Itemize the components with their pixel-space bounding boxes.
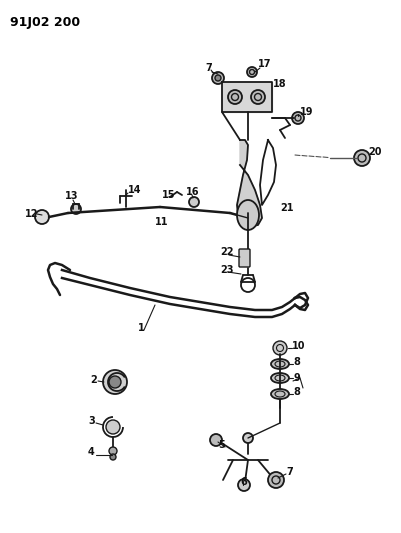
FancyBboxPatch shape (239, 249, 250, 267)
Circle shape (109, 447, 117, 455)
Text: 8: 8 (293, 357, 300, 367)
Ellipse shape (271, 359, 289, 369)
Text: 20: 20 (368, 147, 381, 157)
Text: 11: 11 (155, 217, 168, 227)
Text: 4: 4 (88, 447, 95, 457)
Text: 3: 3 (88, 416, 95, 426)
Circle shape (251, 90, 265, 104)
Text: 5: 5 (218, 440, 225, 450)
Text: 12: 12 (25, 209, 38, 219)
Text: 2: 2 (90, 375, 97, 385)
Circle shape (71, 204, 81, 214)
Text: 22: 22 (220, 247, 233, 257)
Circle shape (109, 376, 121, 388)
Text: 10: 10 (292, 341, 306, 351)
Circle shape (273, 341, 287, 355)
Text: 23: 23 (220, 265, 233, 275)
Circle shape (354, 150, 370, 166)
Text: 8: 8 (293, 387, 300, 397)
Circle shape (247, 67, 257, 77)
Polygon shape (237, 140, 262, 226)
Circle shape (292, 112, 304, 124)
Circle shape (210, 434, 222, 446)
Text: 15: 15 (162, 190, 176, 200)
Text: 21: 21 (280, 203, 294, 213)
Text: 1: 1 (138, 323, 145, 333)
Text: 16: 16 (186, 187, 200, 197)
Text: 18: 18 (273, 79, 287, 89)
Circle shape (243, 433, 253, 443)
Circle shape (189, 197, 199, 207)
Text: 19: 19 (300, 107, 314, 117)
Circle shape (215, 75, 221, 81)
Ellipse shape (271, 373, 289, 383)
Text: 7: 7 (205, 63, 212, 73)
Circle shape (238, 479, 250, 491)
Text: 14: 14 (128, 185, 142, 195)
Polygon shape (222, 82, 272, 112)
Text: 17: 17 (258, 59, 271, 69)
Ellipse shape (237, 200, 259, 230)
Text: 6: 6 (240, 477, 247, 487)
Ellipse shape (271, 389, 289, 399)
Circle shape (106, 420, 120, 434)
Circle shape (212, 72, 224, 84)
Text: 9: 9 (293, 373, 300, 383)
Text: 91J02 200: 91J02 200 (10, 16, 80, 29)
Circle shape (103, 370, 127, 394)
Text: 7: 7 (286, 467, 293, 477)
Circle shape (268, 472, 284, 488)
Circle shape (228, 90, 242, 104)
Text: 13: 13 (65, 191, 79, 201)
Circle shape (35, 210, 49, 224)
Circle shape (110, 454, 116, 460)
